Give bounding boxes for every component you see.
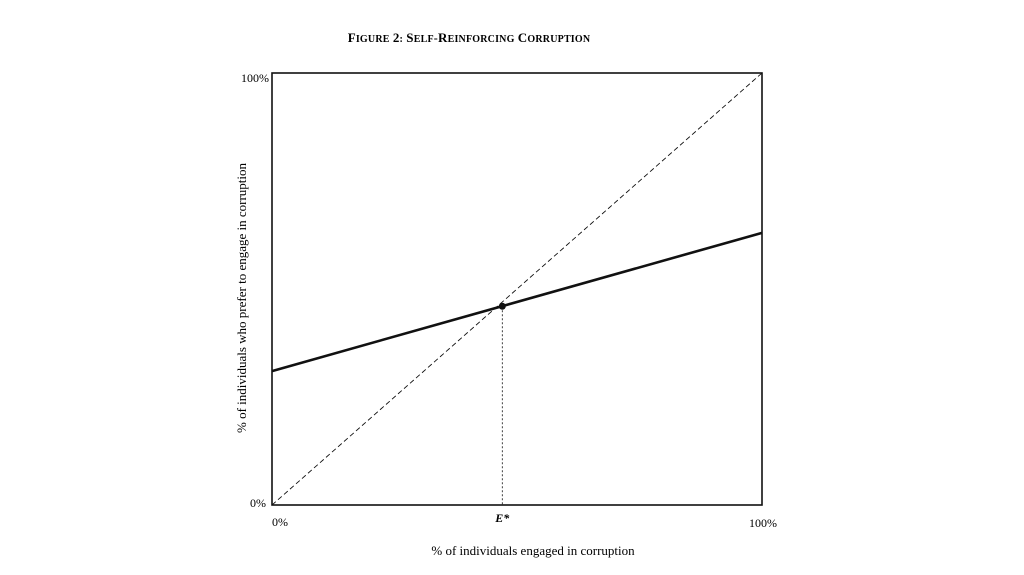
tick-layer: 0% E* 100% 0% 100% xyxy=(241,71,777,530)
x-tick-label: 0% xyxy=(272,515,288,529)
y-tick-label: 100% xyxy=(241,71,269,85)
dashed-45-degree-line xyxy=(271,72,763,506)
equilibrium-point xyxy=(498,302,506,310)
plot-frame xyxy=(271,72,763,506)
series-layer xyxy=(271,72,763,506)
x-tick-label-equilibrium: E* xyxy=(494,511,510,525)
y-tick-label: 0% xyxy=(250,496,266,510)
y-axis-label: % of individuals who prefer to engage in… xyxy=(234,162,249,433)
x-axis-label: % of individuals engaged in corruption xyxy=(431,543,635,558)
preference-line xyxy=(271,231,763,373)
chart-title: FIGURE 2: SELF-REINFORCING CORRUPTION xyxy=(348,30,591,45)
x-tick-label: 100% xyxy=(749,516,777,530)
